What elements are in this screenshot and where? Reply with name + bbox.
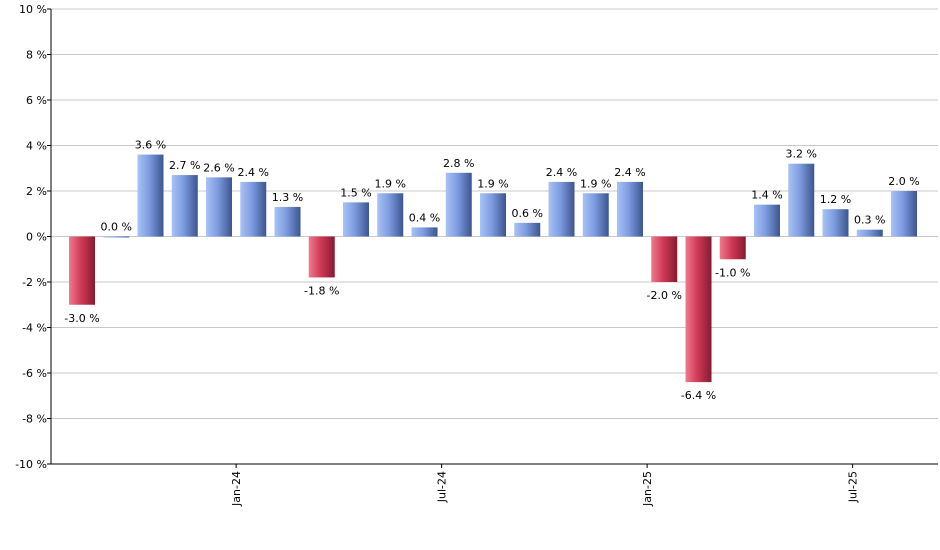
data-label: 0.0 % — [101, 221, 132, 234]
y-axis-tick-labels: 10 % 8 % 6 % 4 % 2 % 0 % -2 % -4 % -6 % -8 % -10 % — [15, 3, 47, 471]
data-label: 0.3 % — [854, 214, 885, 227]
y-tick-label: 10 % — [19, 3, 47, 16]
data-label: -1.8 % — [304, 284, 339, 297]
data-labels: -3.0 %0.0 %3.6 %2.7 % 2.6 % 2.4 %1.3 %-1.8… — [64, 139, 919, 403]
data-label: 1.9 % — [375, 177, 406, 190]
y-tick-label: 2 % — [26, 185, 47, 198]
y-tick-label: 8 % — [26, 49, 47, 62]
data-label: 2.6 % — [203, 161, 234, 174]
bar-jan-25 — [617, 181, 643, 237]
data-label: 1.9 % — [477, 177, 508, 190]
x-tick-label: Jan-25 — [641, 471, 654, 507]
data-label: 3.6 % — [135, 139, 166, 152]
data-label: 2.4 % — [546, 166, 577, 179]
y-tick-label: -4 % — [22, 322, 47, 335]
y-tick-label: 6 % — [26, 94, 47, 107]
data-label: -6.4 % — [681, 389, 716, 402]
bar-sep-23 — [69, 236, 95, 305]
bar-feb-24 — [240, 181, 267, 237]
data-label: 0.6 % — [512, 207, 543, 220]
data-label: 0.4 % — [409, 211, 440, 224]
bar-jun-24 — [377, 193, 404, 237]
data-label: 2.8 % — [443, 157, 474, 170]
x-tick-label: Jan-24 — [230, 471, 243, 507]
x-axis-tick-labels: Jan-24 Jul-24 Jan-25 Jul-25 — [230, 464, 860, 507]
data-label: 1.4 % — [751, 189, 782, 202]
bar-nov-23 — [137, 154, 164, 237]
data-label: 2.0 % — [888, 175, 919, 188]
bar-jun-25 — [788, 163, 815, 237]
bar-apr-24 — [308, 236, 335, 278]
bar-may-25 — [754, 204, 780, 237]
bar-feb-25 — [651, 236, 678, 282]
bar-apr-25 — [719, 236, 746, 260]
bar-sep-25 — [891, 191, 917, 237]
y-tick-label: 4 % — [26, 140, 47, 153]
x-tick-label: Jul-24 — [436, 471, 449, 503]
y-tick-label: -6 % — [22, 367, 47, 380]
data-label: -2.0 % — [647, 289, 682, 302]
bar-oct-24 — [514, 222, 541, 237]
bar-dec-23 — [171, 175, 198, 237]
bar-may-24 — [343, 202, 369, 237]
y-tick-label: -8 % — [22, 413, 47, 426]
data-label: 2.7 % — [169, 159, 200, 172]
data-label: 1.5 % — [340, 186, 371, 199]
bar-jul-24 — [411, 227, 438, 237]
data-label: -3.0 % — [64, 312, 99, 325]
bar-aug-24 — [445, 172, 472, 237]
bar-aug-25 — [856, 229, 883, 237]
bar-sep-24 — [480, 193, 506, 237]
x-tick-label: Jul-25 — [847, 471, 860, 503]
bars — [69, 154, 917, 383]
data-label: 1.9 % — [580, 177, 611, 190]
bar-mar-24 — [274, 206, 301, 237]
bar-nov-24 — [548, 181, 575, 237]
data-label: 2.4 % — [614, 166, 645, 179]
bar-dec-24 — [582, 193, 609, 237]
bar-oct-23 — [103, 236, 130, 238]
bar-jul-25 — [822, 209, 849, 237]
bar-jan-24 — [206, 177, 232, 237]
data-label: -1.0 % — [715, 266, 750, 279]
axes — [50, 9, 938, 465]
data-label: 1.2 % — [820, 193, 851, 206]
data-label: 2.4 % — [238, 166, 269, 179]
y-tick-label: -2 % — [22, 276, 47, 289]
bar-mar-25 — [685, 236, 712, 383]
data-label: 1.3 % — [272, 191, 303, 204]
y-tick-label: -10 % — [15, 458, 47, 471]
y-tick-label: 0 % — [26, 231, 47, 244]
data-label: 3.2 % — [786, 148, 817, 161]
